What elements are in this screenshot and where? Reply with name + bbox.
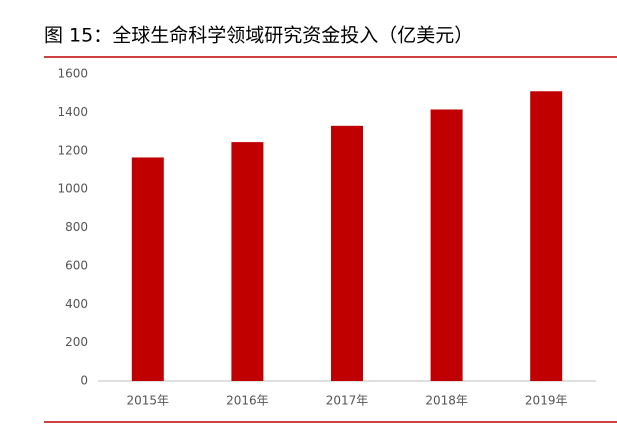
bar xyxy=(231,142,264,381)
bar xyxy=(430,109,463,381)
y-tick-label: 1000 xyxy=(57,182,88,196)
x-tick-label: 2015年 xyxy=(127,394,170,408)
x-tick-label: 2018年 xyxy=(425,394,468,408)
chart-title: 图 15：全球生命科学领域研究资金投入（亿美元） xyxy=(44,25,473,47)
bar xyxy=(131,157,164,381)
bar xyxy=(530,91,563,382)
y-tick-label: 1200 xyxy=(57,143,88,157)
y-tick-label: 200 xyxy=(65,335,88,349)
y-tick-label: 0 xyxy=(80,374,88,388)
y-tick-label: 400 xyxy=(65,297,88,311)
x-tick-label: 2016年 xyxy=(226,394,269,408)
bar xyxy=(331,125,363,382)
y-tick-label: 1400 xyxy=(57,105,88,119)
x-tick-label: 2017年 xyxy=(326,394,369,408)
y-tick-label: 600 xyxy=(65,258,88,272)
y-tick-label: 1600 xyxy=(57,67,88,81)
y-tick-label: 800 xyxy=(65,220,88,234)
x-tick-label: 2019年 xyxy=(525,394,568,408)
